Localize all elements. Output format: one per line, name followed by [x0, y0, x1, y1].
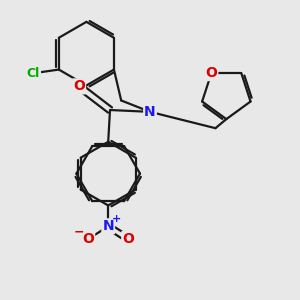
Text: Cl: Cl — [27, 67, 40, 80]
Text: N: N — [144, 105, 156, 119]
Text: O: O — [73, 80, 85, 93]
Text: −: − — [74, 225, 84, 238]
Text: N: N — [102, 219, 114, 233]
Text: O: O — [122, 232, 134, 246]
Text: O: O — [82, 232, 94, 246]
Text: +: + — [112, 214, 121, 224]
Text: O: O — [206, 66, 217, 80]
